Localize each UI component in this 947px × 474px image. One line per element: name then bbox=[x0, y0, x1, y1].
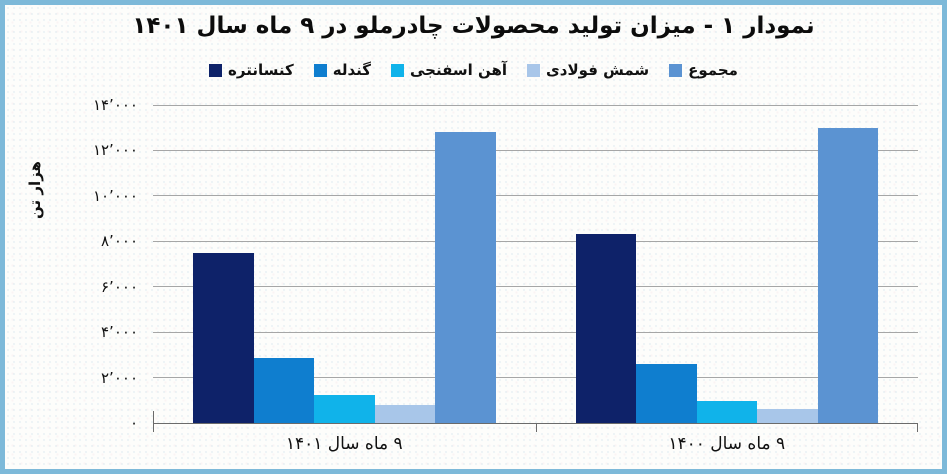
category-label-0: ۹ ماه سال ۱۴۰۱ bbox=[285, 434, 403, 454]
legend: کنسانتره گندله آهن اسفنجی شمش فولادی مجموع bbox=[5, 63, 942, 78]
x-axis-tick bbox=[917, 423, 918, 432]
gridline-8000 bbox=[153, 240, 918, 242]
legend-item-3: شمش فولادی bbox=[527, 63, 649, 78]
category-label-1: ۹ ماه سال ۱۴۰۰ bbox=[668, 434, 786, 454]
legend-label: شمش فولادی bbox=[546, 61, 650, 79]
bar-کنسانتره-۹ ماه سال ۱۴۰۰ bbox=[575, 234, 636, 423]
gridline-2000 bbox=[153, 377, 918, 379]
legend-swatch-icon bbox=[390, 64, 404, 77]
x-axis-tick bbox=[535, 423, 537, 432]
gridline-12000 bbox=[153, 149, 918, 151]
gridline-4000 bbox=[153, 331, 918, 333]
y-tick-label-0: ۱۴٬۰۰۰ bbox=[92, 96, 138, 114]
y-tick-label-7: ۰ bbox=[129, 414, 138, 432]
gridline-14000 bbox=[153, 104, 918, 106]
legend-item-0: کنسانتره bbox=[209, 63, 294, 78]
y-tick-label-6: ۲٬۰۰۰ bbox=[101, 368, 138, 387]
legend-swatch-icon bbox=[527, 64, 541, 77]
bar-گندله-۹ ماه سال ۱۴۰۱ bbox=[253, 358, 314, 423]
bar-مجموع-۹ ماه سال ۱۴۰۱ bbox=[435, 132, 496, 423]
bar-شمش فولادی-۹ ماه سال ۱۴۰۱ bbox=[374, 405, 435, 423]
legend-label: مجموع bbox=[688, 61, 738, 79]
y-tick-label-5: ۴٬۰۰۰ bbox=[101, 323, 138, 342]
y-tick-label-1: ۱۲٬۰۰۰ bbox=[92, 141, 138, 160]
y-axis-corner-line bbox=[153, 411, 154, 423]
chart-title: نمودار ۱ - میزان تولید محصولات چادرملو د… bbox=[132, 13, 815, 39]
bar-آهن اسفنجی-۹ ماه سال ۱۴۰۰ bbox=[696, 401, 757, 423]
y-tick-label-2: ۱۰٬۰۰۰ bbox=[92, 186, 138, 205]
legend-swatch-icon bbox=[669, 64, 683, 77]
bar-شمش فولادی-۹ ماه سال ۱۴۰۰ bbox=[757, 409, 818, 423]
y-axis-tick-labels: ۱۴٬۰۰۰ ۱۲٬۰۰۰ ۱۰٬۰۰۰ ۸٬۰۰۰ ۶٬۰۰۰ ۴٬۰۰۰ ۲٬۰۰۰ ۰ bbox=[5, 96, 145, 432]
gridline-6000 bbox=[153, 286, 918, 288]
legend-label: کنسانتره bbox=[228, 61, 294, 79]
x-axis-tick bbox=[153, 423, 154, 432]
legend-item-2: آهن اسفنجی bbox=[390, 61, 508, 79]
legend-item-4: مجموع bbox=[669, 63, 738, 78]
legend-swatch-icon bbox=[209, 64, 223, 77]
legend-item-1: گندله bbox=[313, 61, 371, 79]
bar-گندله-۹ ماه سال ۱۴۰۰ bbox=[636, 364, 697, 423]
bar-مجموع-۹ ماه سال ۱۴۰۰ bbox=[817, 128, 878, 423]
legend-label: گندله bbox=[332, 61, 371, 79]
bar-کنسانتره-۹ ماه سال ۱۴۰۱ bbox=[193, 253, 254, 423]
legend-label: آهن اسفنجی bbox=[409, 61, 508, 79]
y-tick-label-3: ۸٬۰۰۰ bbox=[101, 232, 138, 251]
gridline-10000 bbox=[153, 195, 918, 197]
x-axis-category-labels: ۹ ماه سال ۱۴۰۱ ۹ ماه سال ۱۴۰۰ bbox=[153, 432, 918, 456]
bar-آهن اسفنجی-۹ ماه سال ۱۴۰۱ bbox=[314, 395, 375, 423]
y-tick-label-4: ۶٬۰۰۰ bbox=[101, 277, 138, 296]
plot-area bbox=[153, 104, 918, 432]
legend-swatch-icon bbox=[313, 64, 327, 77]
